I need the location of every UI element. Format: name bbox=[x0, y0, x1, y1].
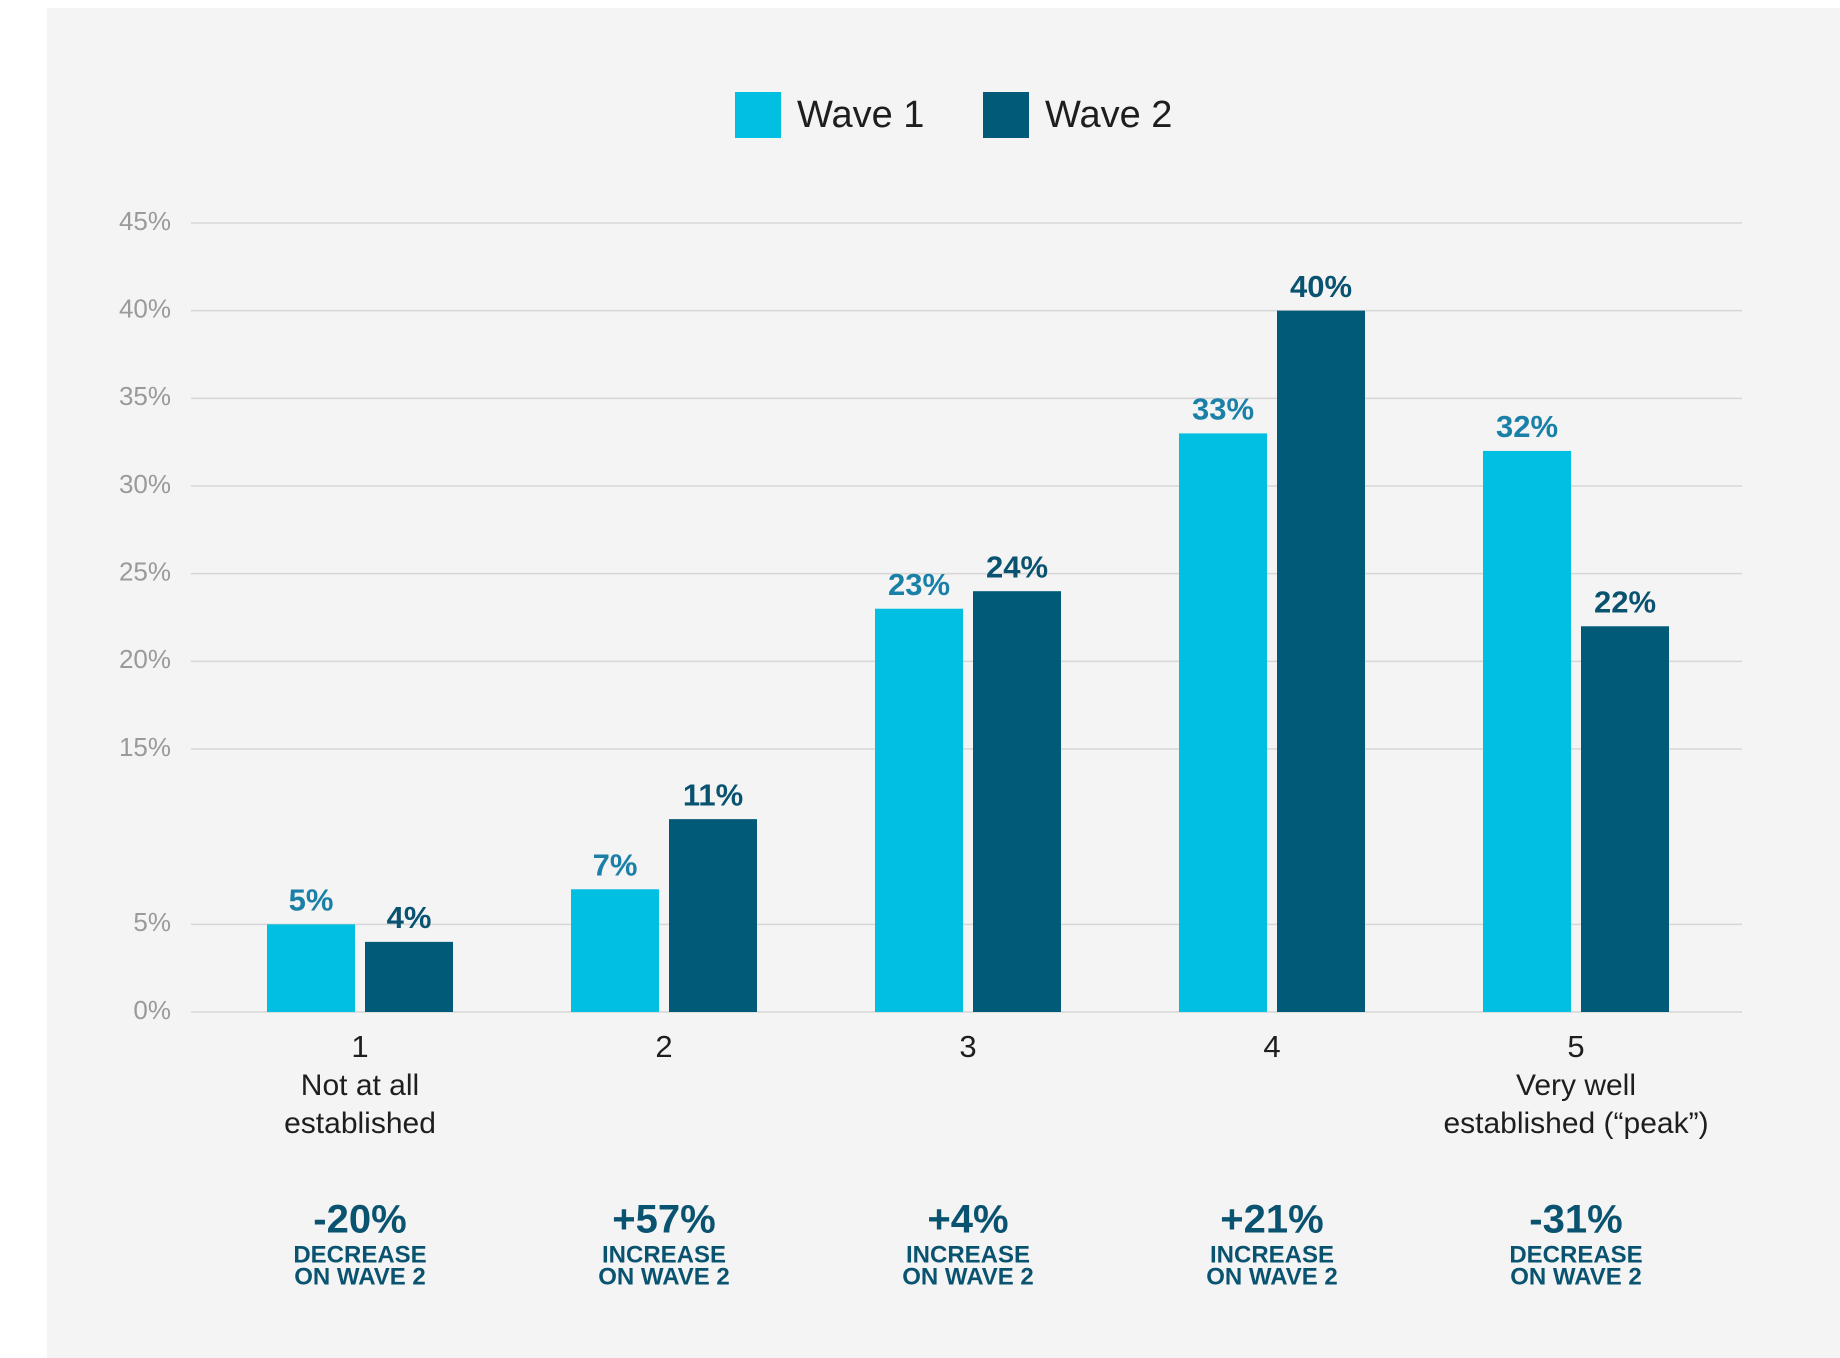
y-tick-label: 20% bbox=[119, 644, 171, 674]
value-label: 23% bbox=[888, 567, 950, 602]
change-note: ON WAVE 2 bbox=[902, 1263, 1034, 1290]
y-tick-label: 35% bbox=[119, 381, 171, 411]
change-note: INCREASE bbox=[906, 1241, 1030, 1268]
value-label: 5% bbox=[289, 883, 334, 918]
category-description: established (“peak”) bbox=[1443, 1107, 1708, 1140]
change-value: +4% bbox=[927, 1198, 1008, 1242]
change-note: ON WAVE 2 bbox=[1510, 1263, 1642, 1290]
bar bbox=[973, 591, 1061, 1012]
y-tick-label: 5% bbox=[133, 907, 171, 937]
y-tick-label: 40% bbox=[119, 294, 171, 324]
category-description: Not at all bbox=[301, 1069, 419, 1102]
change-note: DECREASE bbox=[293, 1241, 426, 1268]
change-note: ON WAVE 2 bbox=[294, 1263, 426, 1290]
bar bbox=[1277, 310, 1365, 1013]
bar bbox=[669, 819, 757, 1012]
value-label: 4% bbox=[387, 900, 432, 935]
bar bbox=[1483, 450, 1571, 1012]
x-tick-label: 5 bbox=[1567, 1029, 1584, 1064]
x-tick-label: 1 bbox=[351, 1029, 368, 1064]
value-label: 32% bbox=[1496, 409, 1558, 444]
bar bbox=[1179, 433, 1267, 1012]
value-label: 22% bbox=[1594, 584, 1656, 619]
change-note: INCREASE bbox=[1210, 1241, 1334, 1268]
legend-label: Wave 1 bbox=[797, 94, 924, 136]
y-tick-label: 0% bbox=[133, 995, 171, 1025]
category-description: established bbox=[284, 1107, 436, 1140]
change-value: -20% bbox=[313, 1198, 406, 1242]
x-tick-label: 2 bbox=[655, 1029, 672, 1064]
bar bbox=[875, 608, 963, 1012]
y-tick-label: 15% bbox=[119, 732, 171, 762]
y-tick-label: 45% bbox=[119, 206, 171, 236]
legend-label: Wave 2 bbox=[1045, 94, 1172, 136]
value-label: 11% bbox=[683, 777, 743, 812]
change-note: INCREASE bbox=[602, 1241, 726, 1268]
legend-swatch bbox=[983, 92, 1029, 138]
x-tick-label: 4 bbox=[1263, 1029, 1280, 1064]
y-tick-label: 30% bbox=[119, 469, 171, 499]
category-description: Very well bbox=[1516, 1069, 1636, 1102]
change-value: +21% bbox=[1220, 1198, 1323, 1242]
value-label: 7% bbox=[593, 847, 638, 882]
bar bbox=[1581, 626, 1669, 1012]
value-label: 24% bbox=[986, 549, 1048, 584]
y-tick-label: 25% bbox=[119, 557, 171, 587]
change-value: +57% bbox=[612, 1198, 715, 1242]
bar bbox=[571, 889, 659, 1012]
change-value: -31% bbox=[1529, 1198, 1622, 1242]
value-label: 40% bbox=[1290, 269, 1352, 304]
x-tick-label: 3 bbox=[959, 1029, 976, 1064]
value-label: 33% bbox=[1192, 392, 1254, 427]
change-note: DECREASE bbox=[1509, 1241, 1642, 1268]
bar bbox=[365, 941, 453, 1012]
legend-swatch bbox=[735, 92, 781, 138]
bar bbox=[267, 924, 355, 1012]
change-note: ON WAVE 2 bbox=[1206, 1263, 1338, 1290]
change-note: ON WAVE 2 bbox=[598, 1263, 730, 1290]
